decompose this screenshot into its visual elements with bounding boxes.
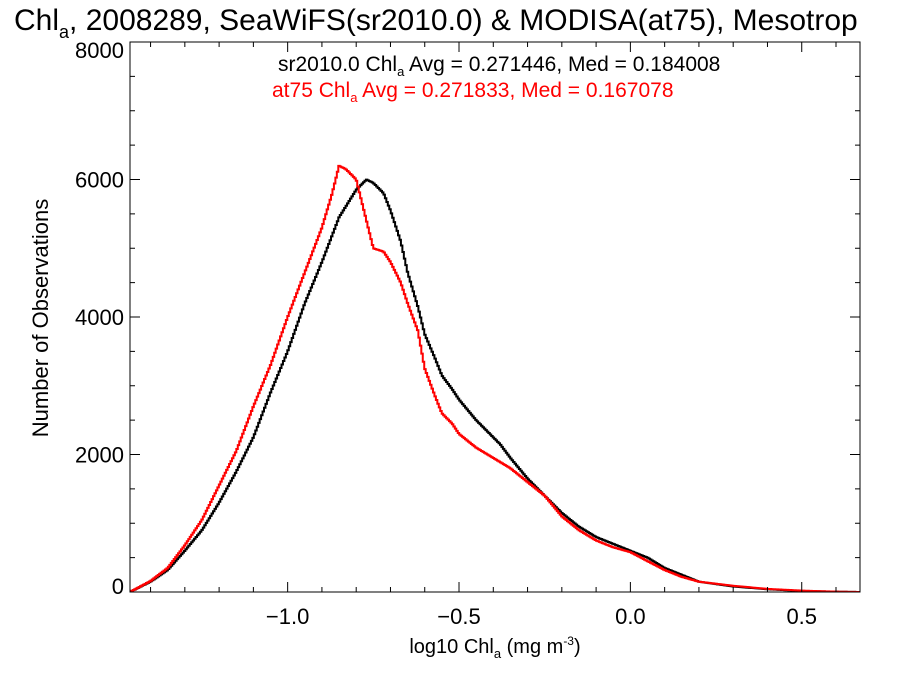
y-tick-label: 4000 (75, 305, 124, 330)
x-axis-label-sup: -3 (563, 634, 574, 648)
chart-title-post: , 2008289, SeaWiFS(sr2010.0) & MODISA(at… (69, 4, 858, 37)
x-tick-label: 0.5 (786, 604, 817, 629)
annotation-black-post: Avg = 0.271446, Med = 0.184008 (404, 53, 720, 76)
series-0-line (130, 178, 860, 592)
x-tick-label: −1.0 (266, 604, 309, 629)
chart-title-sub: a (59, 22, 70, 42)
annotation-red-post: Avg = 0.271833, Med = 0.167078 (357, 79, 673, 102)
annotation-black-pre: sr2010.0 Chl (278, 53, 397, 76)
x-axis-label-pre: log10 Chl (409, 636, 494, 658)
series-1-line (130, 164, 860, 592)
x-axis-label-end: ) (574, 636, 581, 658)
y-tick-label: 0 (112, 574, 124, 599)
y-tick-label: 2000 (75, 443, 124, 468)
x-axis-label-sub: a (494, 646, 502, 661)
y-tick-label: 6000 (75, 168, 124, 193)
annotation-red-pre: at75 Chl (272, 79, 350, 102)
x-tick-label: −0.5 (437, 604, 480, 629)
annotation-red-sub: a (350, 90, 358, 105)
chart-title: Chla, 2008289, SeaWiFS(sr2010.0) & MODIS… (14, 4, 858, 42)
annotation-black-sub: a (397, 64, 405, 79)
x-axis-label-post: (mg m (501, 636, 563, 658)
plot-frame (129, 41, 861, 593)
annotation-black: sr2010.0 Chla Avg = 0.271446, Med = 0.18… (278, 53, 720, 79)
annotation-red: at75 Chla Avg = 0.271833, Med = 0.167078 (272, 79, 674, 105)
chart-title-pre: Chl (14, 4, 59, 37)
plot-area: −1.0 −0.5 0.0 0.5 0 2000 4000 6000 8000 (75, 38, 861, 629)
x-axis-label: log10 Chla (mg m-3) (409, 634, 580, 661)
y-axis-label: Number of Observations (28, 199, 53, 437)
y-tick-label: 8000 (75, 38, 124, 63)
x-tick-label: 0.0 (615, 604, 646, 629)
